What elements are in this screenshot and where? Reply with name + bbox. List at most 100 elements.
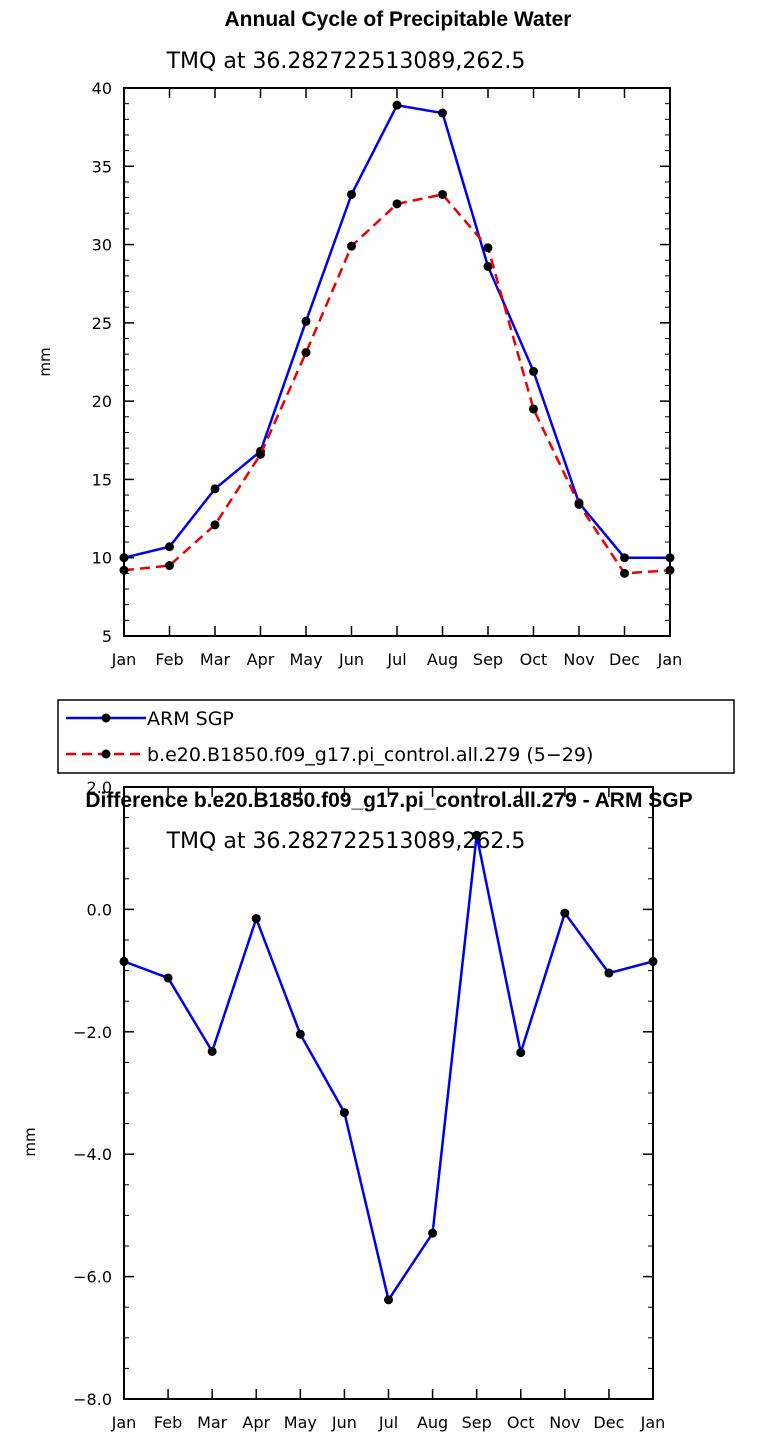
legend-marker-arm-sgp [101,713,111,723]
chart1-series-group [119,100,675,578]
chart1-series-0-point [392,100,402,110]
chart1-series-0-point [165,542,174,552]
chart2-ytick-label: 0.0 [87,900,112,919]
chart1-xtick-label: Aug [427,650,458,669]
chart2-xtick-label: Sep [462,1413,492,1432]
chart1-series-1-point [620,568,629,578]
chart1-ytick-label: 5 [102,627,112,646]
chart1-series-0-point [665,553,675,563]
annual-cycle-chart: Annual Cycle of Precipitable Water TMQ a… [36,8,682,669]
chart1-series-1-point [483,243,493,253]
chart1-xtick-label: Apr [247,650,275,669]
chart1-series-1-point [301,348,311,358]
chart1-series-1-point [256,449,265,459]
chart2-ytick-label: −8.0 [73,1390,112,1409]
chart1-xtick-label: Nov [563,650,594,669]
chart1-series-1-point [347,241,356,251]
chart1-series-0-point [119,553,129,563]
chart1-ytick-label: 40 [92,79,112,98]
chart1-xtick-label: Oct [520,650,548,669]
legend-label-model: b.e20.B1850.f09_g17.pi_control.all.279 (… [147,744,593,766]
chart1-series-1-point [119,565,129,575]
chart1-series-1-point [438,189,447,199]
chart1-subtitle: TMQ at 36.282722513089,262.5 [166,49,526,74]
chart2-ytick-label: −6.0 [73,1268,112,1287]
chart1-frame [123,87,671,637]
chart2-xtick-label: Mar [197,1413,228,1432]
chart1-series-0-point [529,366,538,376]
chart1-series-0-point [210,484,220,494]
chart1-xtick-label: Jan [111,650,137,669]
chart1-axes: 5 10 15 20 25 30 35 40 Jan Feb Mar Apr May Jun Jul Aug S… [92,79,683,669]
chart1-ylabel: mm [36,347,54,376]
chart1-title: Annual Cycle of Precipitable Water [225,8,572,31]
chart2-frame [123,786,654,1400]
chart2-series-0-point [428,1228,438,1238]
chart1-ytick-label: 25 [92,314,112,333]
chart1-xtick-label: Mar [200,650,231,669]
chart2-series-0-point [384,1295,393,1305]
chart1-series-0-point [483,261,493,271]
chart2-series-0-point [207,1046,217,1056]
chart1-ytick-label: 20 [92,392,112,411]
chart2-axes: −8.0 −6.0 −4.0 −2.0 0.0 2.0 Jan Feb Mar Apr May Jun… [73,778,665,1432]
chart1-series-1-point [392,199,402,209]
chart1-series-1-point [574,499,584,509]
chart1-xtick-label: Jan [657,650,683,669]
chart1-ytick-label: 15 [92,470,112,489]
chart1-series-1-point [529,404,538,414]
difference-chart: Difference b.e20.B1850.f09_g17.pi_contro… [21,778,693,1432]
chart1-xtick-label: Jul [386,650,406,669]
chart1-ytick-label: 10 [92,549,112,568]
chart1-series-0-point [301,316,311,326]
legend-marker-model [101,749,111,759]
chart2-series-0-point [251,914,261,924]
chart1-ytick-label: 30 [92,236,112,255]
chart2-ytick-label: −4.0 [73,1145,112,1164]
chart1-series-0-point [438,108,447,118]
chart2-series-group [119,830,658,1305]
chart2-title: Difference b.e20.B1850.f09_g17.pi_contro… [85,789,692,812]
legend-label-arm-sgp: ARM SGP [147,708,234,730]
legend-box [57,699,735,774]
chart2-xtick-label: Jun [331,1413,357,1432]
chart1-xtick-label: May [289,650,322,669]
chart1-xtick-label: Sep [473,650,503,669]
chart2-series-0-point [516,1048,526,1058]
legend: ARM SGP b.e20.B1850.f09_g17.pi_control.a… [57,699,735,774]
chart2-xtick-label: Aug [417,1413,448,1432]
chart1-series-0-point [620,553,629,563]
chart1-xtick-label: Jun [338,650,364,669]
chart2-xtick-label: Feb [154,1413,182,1432]
chart1-series-line-0 [123,103,670,559]
chart2-series-line-0 [123,835,654,1303]
chart2-subtitle: TMQ at 36.282722513089,262.5 [166,829,526,854]
chart2-series-0-point [119,956,129,966]
chart1-series-1-point [210,520,220,530]
chart1-ytick-label: 35 [92,157,112,176]
chart2-xtick-label: Jul [378,1413,398,1432]
chart2-xtick-label: Oct [507,1413,535,1432]
chart1-xtick-label: Dec [609,650,640,669]
chart2-ytick-label: 2.0 [87,778,112,797]
chart2-series-0-point [472,830,482,840]
chart2-xtick-label: Jan [640,1413,666,1432]
chart1-series-1-point [665,565,675,575]
chart2-xtick-label: Jan [111,1413,137,1432]
chart2-series-0-point [560,908,570,918]
chart2-ylabel: mm [21,1127,39,1156]
chart2-xtick-label: Apr [242,1413,270,1432]
chart2-xtick-label: May [284,1413,317,1432]
chart1-series-line-1 [123,193,671,575]
chart1-series-1-point [165,561,174,571]
chart2-series-0-point [604,968,614,978]
chart2-series-0-point [163,973,173,983]
chart1-series-0-point [347,189,356,199]
chart2-series-0-point [339,1108,349,1118]
chart1-xtick-label: Feb [155,650,183,669]
chart2-ytick-label: −2.0 [73,1023,112,1042]
chart2-series-0-point [295,1029,305,1039]
chart2-series-0-point [648,956,658,966]
chart2-xtick-label: Dec [593,1413,624,1432]
